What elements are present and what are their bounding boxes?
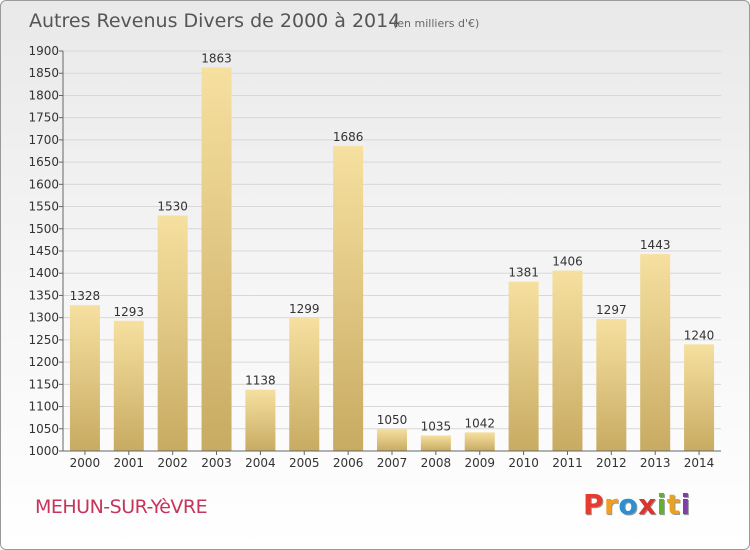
bar-2003 [201, 67, 232, 451]
y-tick-label: 1650 [28, 155, 59, 169]
bar-2006 [333, 146, 364, 451]
x-tick-label: 2003 [201, 456, 232, 470]
x-tick-label: 2011 [552, 456, 583, 470]
x-tick-label: 2014 [684, 456, 715, 470]
x-tick-label: 2007 [377, 456, 408, 470]
bar-2004 [245, 389, 276, 451]
bar-2005 [289, 318, 320, 451]
value-label: 1050 [377, 413, 408, 427]
x-tick-label: 2006 [333, 456, 364, 470]
value-label: 1530 [157, 199, 188, 213]
y-tick-label: 1350 [28, 288, 59, 302]
logo-letter: i [680, 488, 691, 521]
x-tick-label: 2001 [114, 456, 145, 470]
bar-2014 [684, 344, 715, 451]
chart-subtitle: (en milliers d'€) [393, 17, 480, 30]
y-tick-label: 1500 [28, 222, 59, 236]
y-tick-label: 1300 [28, 311, 59, 325]
value-label: 1035 [421, 419, 452, 433]
bars [69, 67, 715, 451]
y-tick-label: 1100 [28, 400, 59, 414]
value-label: 1240 [684, 328, 715, 342]
value-label: 1328 [70, 289, 101, 303]
value-labels: 1328 1293 1530 1863 1138 1299 1686 1050 1035 1042… [70, 51, 715, 433]
logo-letter: o [618, 488, 639, 521]
bar-2012 [596, 319, 627, 451]
y-tick-label: 1600 [28, 177, 59, 191]
bar-2008 [420, 435, 451, 451]
value-label: 1299 [289, 302, 320, 316]
value-label: 1042 [464, 416, 495, 430]
bar-2011 [552, 270, 583, 451]
logo-letter: P [583, 488, 605, 521]
bar-2000 [69, 305, 100, 451]
chart-title: Autres Revenus Divers de 2000 à 2014 [29, 10, 401, 32]
y-tick-label: 1200 [28, 355, 59, 369]
x-tick-label: 2012 [596, 456, 627, 470]
bar-2010 [508, 281, 539, 451]
axes [62, 51, 721, 452]
logo-letter: t [666, 488, 681, 521]
proxiti-logo[interactable]: Proxiti [583, 488, 691, 521]
value-label: 1293 [114, 305, 145, 319]
value-label: 1863 [201, 51, 232, 65]
bar-2009 [464, 432, 495, 451]
x-tick-label: 2009 [464, 456, 495, 470]
y-tick-label: 1700 [28, 133, 59, 147]
x-tick-label: 2004 [245, 456, 276, 470]
y-tick-label: 1750 [28, 111, 59, 125]
x-tick-label: 2000 [70, 456, 101, 470]
y-tick-label: 1250 [28, 333, 59, 347]
y-tick-label: 1900 [28, 44, 59, 58]
y-tick-label: 1400 [28, 266, 59, 280]
value-label: 1443 [640, 238, 671, 252]
y-tick-label: 1550 [28, 200, 59, 214]
y-tick-label: 1050 [28, 422, 59, 436]
value-label: 1138 [245, 374, 276, 388]
x-tick-label: 2002 [157, 456, 188, 470]
y-tick-label: 1800 [28, 88, 59, 102]
y-tick-label: 1450 [28, 244, 59, 258]
x-axis-ticks: 2000 2001 2002 2003 2004 2005 2006 2007 2008 2009… [70, 451, 715, 470]
y-tick-label: 1150 [28, 377, 59, 391]
value-label: 1406 [552, 255, 583, 269]
bar-2013 [640, 254, 671, 451]
x-tick-label: 2005 [289, 456, 320, 470]
value-label: 1381 [508, 266, 539, 280]
y-tick-label: 1000 [28, 444, 59, 458]
city-name: MEHUN-SUR-YèVRE [35, 496, 208, 518]
bar-2001 [113, 320, 144, 451]
value-label: 1297 [596, 303, 627, 317]
x-tick-label: 2008 [421, 456, 452, 470]
logo-letter: x [638, 488, 657, 521]
x-tick-label: 2013 [640, 456, 671, 470]
y-tick-label: 1850 [28, 66, 59, 80]
logo-letter: i [656, 488, 667, 521]
bar-2007 [377, 428, 407, 451]
y-axis-ticks: 1000 1050 1100 1150 1200 1250 1300 1350 1400 1450… [28, 44, 63, 458]
logo-letter: r [604, 488, 619, 521]
bar-2002 [157, 215, 188, 451]
x-tick-label: 2010 [508, 456, 539, 470]
value-label: 1686 [333, 130, 364, 144]
